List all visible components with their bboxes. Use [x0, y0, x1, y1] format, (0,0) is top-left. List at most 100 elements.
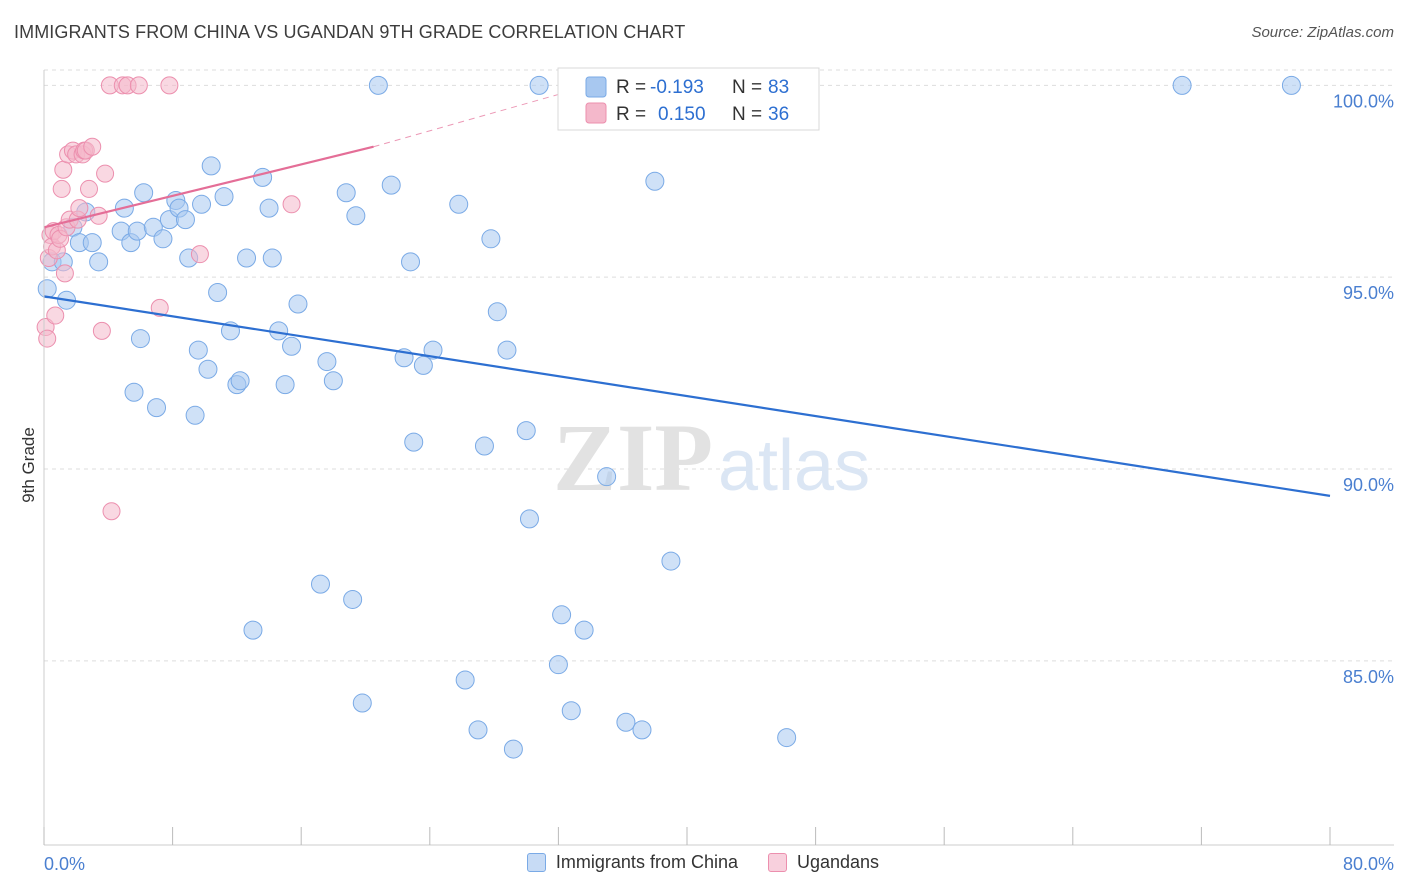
point-china-69 [552, 605, 572, 625]
point-china-48 [346, 206, 366, 226]
point-china-49 [352, 693, 372, 713]
point-china-47 [343, 589, 363, 609]
point-china-44 [317, 352, 337, 372]
y-axis-title: 9th Grade [19, 427, 38, 503]
point-china-67 [529, 75, 549, 95]
point-china-15 [134, 183, 154, 203]
tick-labels: 85.0% 90.0% 95.0% 100.0% 0.0% 80.0% [44, 91, 1394, 874]
point-china-54 [404, 432, 424, 452]
point-china-60 [474, 436, 494, 456]
point-china-64 [503, 739, 523, 759]
chart-source: Source: ZipAtlas.com [1251, 24, 1394, 41]
point-china-50 [368, 75, 388, 95]
point-ugandans-27 [96, 164, 115, 183]
point-china-35 [243, 620, 263, 640]
point-china-13 [127, 221, 147, 241]
point-china-28 [201, 156, 221, 176]
x-tick-label-0: 0.0% [44, 854, 85, 874]
point-china-53 [401, 252, 421, 272]
series-legend: Immigrants from China Ugandans [0, 852, 1406, 873]
point-china-7 [82, 233, 102, 253]
point-china-41 [282, 336, 302, 356]
stats-legend-swatch-blue [585, 76, 607, 98]
point-ugandans-33 [150, 298, 169, 317]
watermark-atlas: atlas [718, 426, 870, 506]
point-ugandans-1 [38, 329, 57, 348]
point-china-25 [188, 340, 208, 360]
point-ugandans-26 [92, 321, 111, 340]
point-ugandans-19 [70, 199, 89, 218]
point-china-81 [1172, 75, 1192, 95]
point-china-61 [481, 229, 501, 249]
legend-item-china[interactable]: Immigrants from China [526, 852, 738, 873]
point-china-63 [497, 340, 517, 360]
point-ugandans-6 [46, 306, 65, 325]
point-china-37 [259, 198, 279, 218]
point-china-56 [423, 340, 443, 360]
point-ugandans-36 [282, 195, 301, 214]
point-china-75 [632, 720, 652, 740]
trend-line-china [43, 295, 1331, 497]
watermark-zip: ZIP [553, 404, 713, 511]
point-china-55 [413, 355, 433, 375]
point-china-29 [208, 283, 228, 303]
point-china-14 [130, 329, 150, 349]
point-ugandans-11 [54, 160, 73, 179]
point-china-78 [661, 551, 681, 571]
y-tick-label-0: 85.0% [1343, 667, 1394, 687]
point-china-59 [468, 720, 488, 740]
point-ugandans-35 [190, 245, 209, 264]
legend-item-ugandans[interactable]: Ugandans [767, 852, 880, 873]
point-china-57 [449, 194, 469, 214]
point-china-17 [147, 398, 167, 418]
trend-line-ugandans [43, 145, 374, 229]
y-tick-label-1: 90.0% [1343, 475, 1394, 495]
stats-legend-r-value-0: -0.193 [650, 77, 704, 98]
stats-legend-n-label-1: N = [732, 104, 762, 125]
trend-lines [43, 84, 1331, 497]
point-ugandans-32 [129, 76, 148, 95]
point-china-27 [198, 359, 218, 379]
chart-title: IMMIGRANTS FROM CHINA VS UGANDAN 9TH GRA… [14, 22, 686, 42]
y-tick-label-3: 100.0% [1333, 91, 1394, 111]
point-ugandans-12 [55, 264, 74, 283]
stats-legend-n-label-0: N = [732, 77, 762, 98]
legend-swatch-china [526, 853, 546, 872]
y-tick-label-2: 95.0% [1343, 283, 1394, 303]
point-china-24 [185, 405, 205, 425]
point-china-62 [487, 302, 507, 322]
point-china-40 [275, 375, 295, 395]
point-china-45 [323, 371, 343, 391]
point-china-36 [253, 167, 273, 187]
point-china-42 [288, 294, 308, 314]
stats-legend-r-value-1: 0.150 [658, 104, 706, 125]
point-china-0 [37, 279, 57, 299]
x-tick-label-1: 80.0% [1343, 854, 1394, 874]
point-china-73 [597, 467, 617, 487]
data-points [36, 75, 1301, 759]
stats-legend-n-value-0: 83 [768, 77, 789, 98]
point-china-70 [561, 701, 581, 721]
point-china-26 [192, 194, 212, 214]
point-china-12 [124, 382, 144, 402]
stats-legend-n-value-1: 36 [768, 104, 789, 125]
point-china-51 [381, 175, 401, 195]
point-ugandans-34 [160, 76, 179, 95]
point-ugandans-29 [102, 502, 121, 521]
point-ugandans-24 [83, 137, 102, 156]
point-china-82 [1281, 75, 1301, 95]
stats-legend-r-label-0: R = [616, 77, 646, 98]
stats-legend-swatch-pink [585, 102, 607, 124]
point-china-8 [89, 252, 109, 272]
point-china-65 [516, 421, 536, 441]
point-china-66 [519, 509, 539, 529]
point-china-34 [237, 248, 257, 268]
trend-line-ugandans-extension [373, 84, 591, 148]
point-china-30 [214, 187, 234, 207]
grid-lines [44, 69, 1394, 662]
point-china-33 [230, 371, 250, 391]
point-china-76 [645, 171, 665, 191]
watermark: ZIP atlas [553, 404, 870, 511]
legend-label-ugandans: Ugandans [796, 852, 880, 872]
axes [43, 70, 1394, 846]
